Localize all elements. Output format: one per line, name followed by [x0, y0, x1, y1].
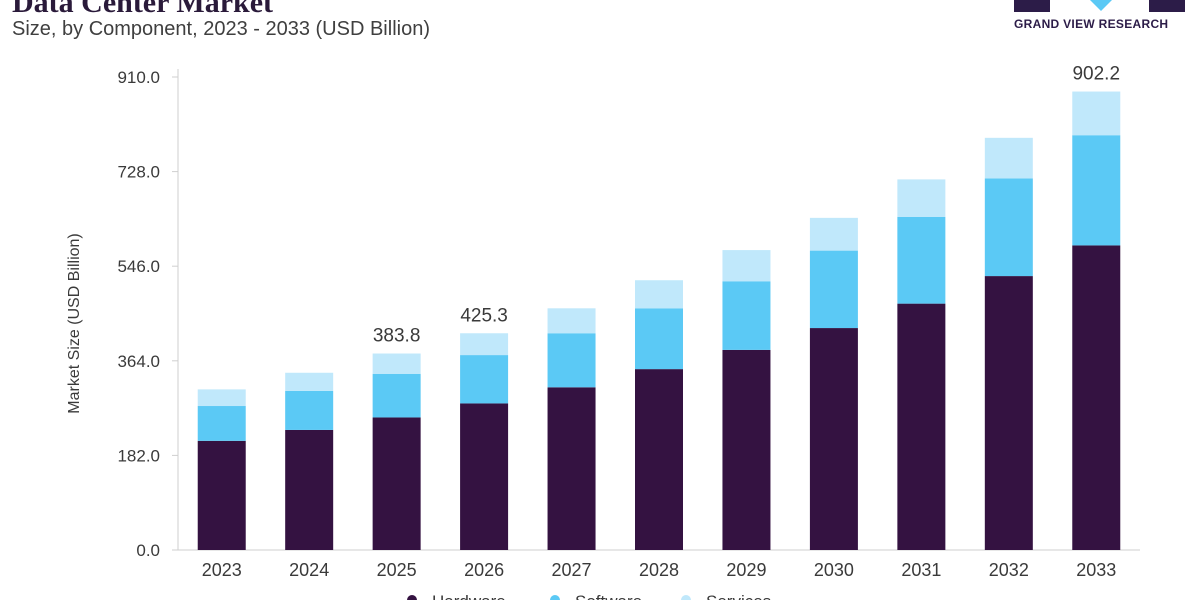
bar-hardware-2029	[722, 349, 771, 550]
bar-hardware-2028	[635, 369, 683, 550]
x-tick-label: 2033	[1076, 560, 1116, 580]
bar-hardware-2024	[285, 429, 334, 550]
bar-services-2028	[635, 280, 683, 309]
legend-label-services: Services	[706, 592, 771, 600]
bar-services-2027	[547, 308, 596, 334]
chart-axes: 0.0 182.0 364.0 546.0 728.0 910.0 Market Size …	[66, 68, 1140, 560]
x-tick-label: 2028	[639, 560, 679, 580]
bar-software-2023	[197, 406, 246, 441]
data-label-2033: 902.2	[1072, 64, 1120, 85]
x-tick-label: 2030	[814, 560, 854, 580]
logo-text: GRAND VIEW RESEARCH	[1014, 17, 1169, 31]
bar-software-2033	[1072, 135, 1121, 246]
bar-hardware-2030	[809, 328, 858, 550]
bar-software-2029	[722, 281, 771, 350]
bar-services-2025	[372, 353, 421, 374]
y-tick-label: 546.0	[117, 257, 160, 276]
bar-hardware-2023	[197, 440, 246, 550]
y-tick-label: 364.0	[117, 352, 160, 371]
y-tick-label: 182.0	[117, 446, 160, 465]
x-tick-label: 2031	[901, 560, 941, 580]
bar-software-2028	[635, 308, 683, 370]
chart-bars	[197, 91, 1121, 550]
bar-software-2032	[984, 178, 1033, 277]
bar-hardware-2026	[460, 403, 509, 550]
data-label-2025: 383.8	[373, 326, 421, 347]
chart-labels: 2023 2024 2025 2026 2027 2028 2029 2030 2031 2032…	[202, 64, 1120, 580]
bar-services-2029	[722, 250, 771, 282]
x-tick-label: 2024	[289, 560, 329, 580]
y-axis-title: Market Size (USD Billion)	[66, 233, 83, 413]
bar-services-2024	[285, 372, 334, 391]
bar-services-2023	[197, 389, 246, 407]
y-tick-label: 728.0	[117, 163, 160, 182]
bar-hardware-2027	[547, 387, 596, 550]
legend-label-hardware: Hardware	[432, 592, 506, 600]
bar-hardware-2025	[372, 417, 421, 550]
x-tick-label: 2025	[377, 560, 417, 580]
chart-legend: Hardware Software Services	[407, 592, 771, 600]
bar-services-2026	[460, 333, 509, 356]
x-tick-label: 2029	[726, 560, 766, 580]
bar-software-2027	[547, 333, 596, 388]
bar-software-2025	[372, 373, 421, 418]
data-label-2026: 425.3	[460, 305, 508, 326]
chart-title: Data Center Market	[12, 0, 274, 19]
x-tick-label: 2027	[552, 560, 592, 580]
legend-label-software: Software	[575, 592, 642, 600]
bar-services-2031	[897, 179, 946, 217]
bar-services-2032	[984, 137, 1033, 179]
grand-view-research-logo	[1014, 0, 1185, 12]
bar-services-2030	[809, 217, 858, 251]
bar-software-2031	[897, 216, 946, 304]
legend-marker-hardware	[407, 595, 417, 600]
y-tick-label: 910.0	[117, 68, 160, 87]
x-tick-label: 2023	[202, 560, 242, 580]
legend-marker-services	[681, 595, 691, 600]
x-tick-label: 2026	[464, 560, 504, 580]
bar-software-2024	[285, 390, 334, 430]
legend-marker-software	[550, 595, 560, 600]
y-tick-label: 0.0	[136, 541, 160, 560]
bar-hardware-2031	[897, 303, 946, 550]
x-tick-label: 2032	[989, 560, 1029, 580]
bar-services-2033	[1072, 91, 1121, 136]
bar-hardware-2032	[984, 276, 1033, 550]
bar-hardware-2033	[1072, 245, 1121, 550]
chart-subtitle: Size, by Component, 2023 - 2033 (USD Bil…	[12, 18, 430, 40]
bar-software-2026	[460, 355, 509, 404]
bar-software-2030	[809, 250, 858, 329]
